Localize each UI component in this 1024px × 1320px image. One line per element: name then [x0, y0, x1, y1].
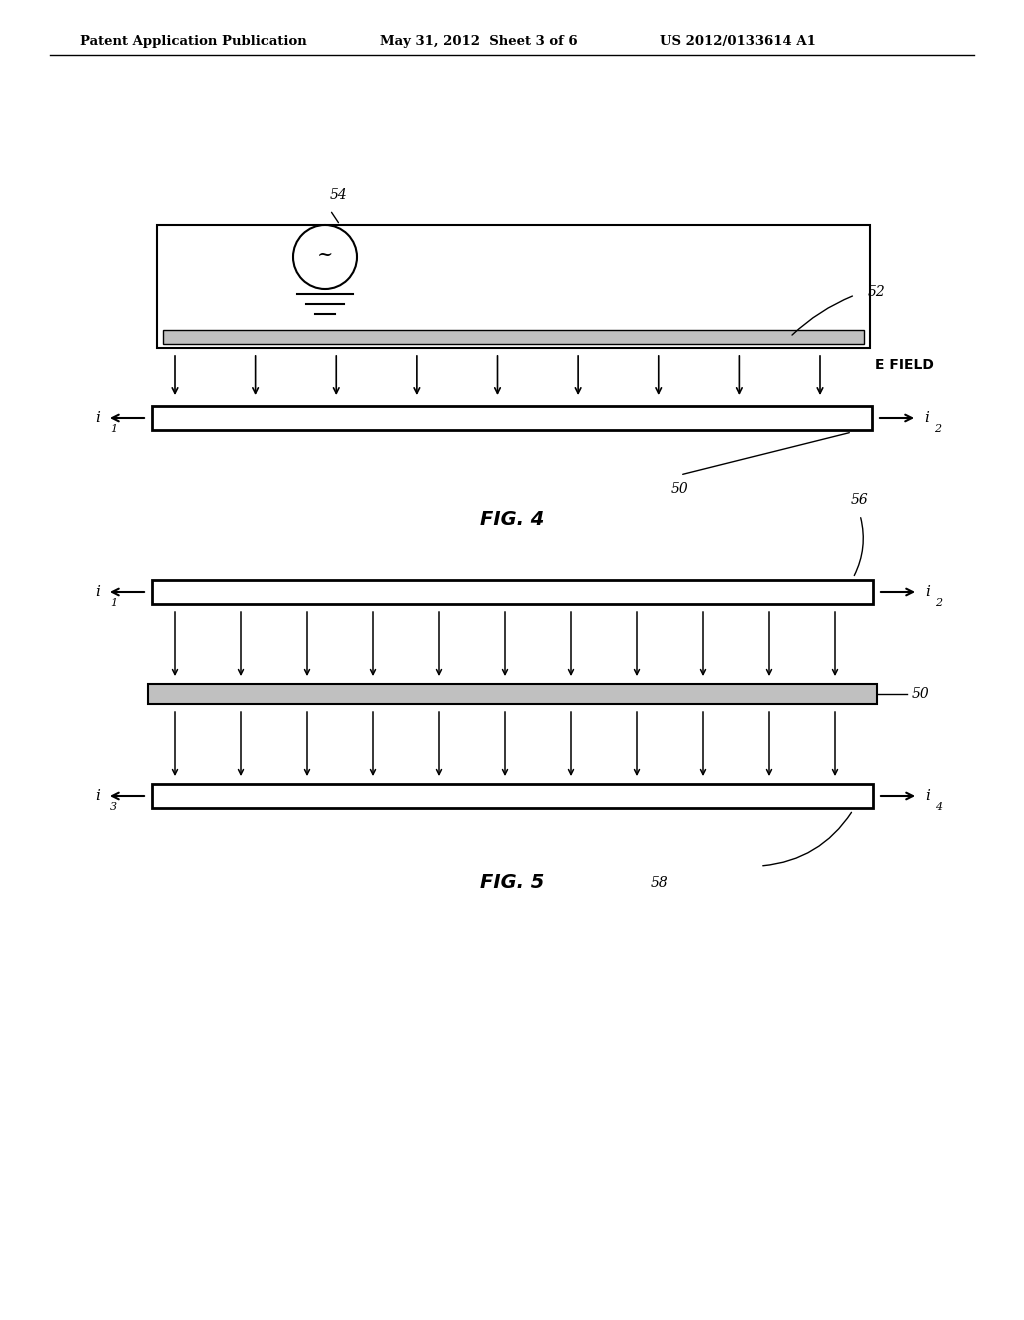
Text: May 31, 2012  Sheet 3 of 6: May 31, 2012 Sheet 3 of 6	[380, 36, 578, 48]
Text: 1: 1	[110, 424, 117, 434]
Text: 50: 50	[671, 482, 689, 496]
Text: E FIELD: E FIELD	[874, 358, 934, 372]
Text: i: i	[924, 411, 929, 425]
Text: US 2012/0133614 A1: US 2012/0133614 A1	[660, 36, 816, 48]
Bar	[152, 407, 872, 430]
Bar	[157, 224, 870, 348]
Bar	[154, 785, 871, 807]
Text: 56: 56	[851, 492, 869, 507]
Text: FIG. 5: FIG. 5	[480, 873, 544, 892]
Bar	[152, 784, 873, 808]
Text: i: i	[925, 585, 930, 599]
Text: i: i	[95, 789, 100, 803]
Text: 2: 2	[935, 598, 942, 609]
Bar	[163, 330, 864, 345]
Text: 50: 50	[912, 686, 930, 701]
Bar	[154, 582, 871, 602]
Text: 58: 58	[651, 876, 669, 890]
Circle shape	[293, 224, 357, 289]
Text: 3: 3	[110, 803, 117, 812]
Text: i: i	[95, 585, 100, 599]
Text: i: i	[925, 789, 930, 803]
Text: i: i	[95, 411, 100, 425]
Bar	[154, 408, 870, 428]
Text: 4: 4	[935, 803, 942, 812]
Text: ~: ~	[316, 246, 333, 264]
Text: FIG. 4: FIG. 4	[480, 510, 544, 529]
Text: 1: 1	[110, 598, 117, 609]
Text: 52: 52	[868, 285, 886, 300]
Bar	[148, 684, 877, 704]
Text: 54: 54	[330, 187, 348, 202]
Text: Patent Application Publication: Patent Application Publication	[80, 36, 307, 48]
Text: 2: 2	[934, 424, 941, 434]
Bar	[152, 579, 873, 605]
